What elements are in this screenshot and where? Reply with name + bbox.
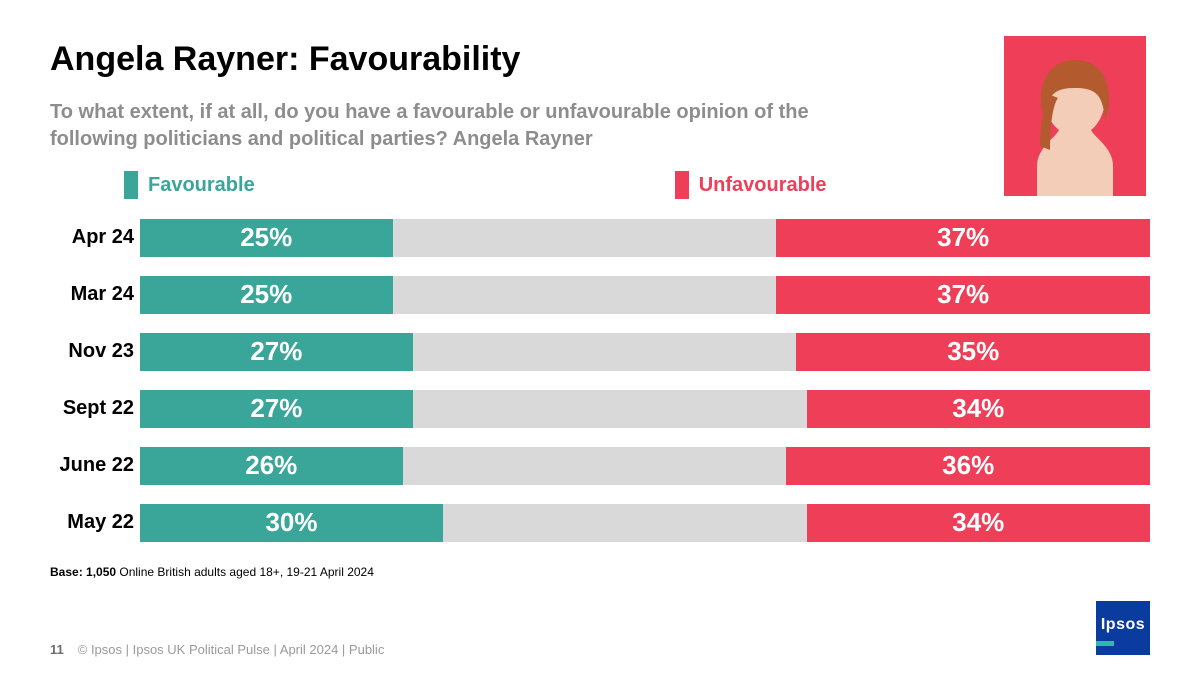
neutral-segment <box>393 219 777 257</box>
unfavourable-segment: 34% <box>807 504 1150 542</box>
chart-title: Angela Rayner: Favourability <box>50 40 1150 79</box>
chart-row: Nov 2327% 35% <box>50 323 1150 380</box>
legend-favourable: Favourable <box>124 171 255 199</box>
legend-unfavourable-label: Unfavourable <box>699 174 827 197</box>
base-rest: Online British adults aged 18+, 19-21 Ap… <box>116 565 374 579</box>
bar-chart: Apr 2425%37%Mar 2425%37%Nov 2327%35%Sept… <box>50 209 1150 551</box>
chart-subtitle: To what extent, if at all, do you have a… <box>50 99 890 153</box>
unfavourable-segment: 34% <box>807 390 1150 428</box>
favourable-segment: 27% <box>140 390 413 428</box>
neutral-segment <box>413 390 807 428</box>
bar-track: 26% 36% <box>140 447 1150 485</box>
bar-track: 25% 37% <box>140 276 1150 314</box>
page-number: 11 <box>50 642 64 657</box>
row-label: Sept 22 <box>50 397 140 420</box>
favourable-segment: 26% <box>140 447 403 485</box>
neutral-segment <box>403 447 787 485</box>
footer: 11 © Ipsos | Ipsos UK Political Pulse | … <box>50 642 384 657</box>
neutral-segment <box>443 504 807 542</box>
chart-row: May 2230% 34% <box>50 494 1150 551</box>
bar-track: 27% 34% <box>140 390 1150 428</box>
footer-text: © Ipsos | Ipsos UK Political Pulse | Apr… <box>78 642 385 657</box>
favourable-segment: 27% <box>140 333 413 371</box>
legend-unfavourable: Unfavourable <box>675 171 827 199</box>
unfavourable-segment: 36% <box>786 447 1150 485</box>
bar-track: 27% 35% <box>140 333 1150 371</box>
neutral-segment <box>393 276 777 314</box>
chart-row: Sept 2227% 34% <box>50 380 1150 437</box>
bar-track: 25% 37% <box>140 219 1150 257</box>
logo-stripes <box>1096 641 1150 646</box>
chart-row: Apr 2425% 37% <box>50 209 1150 266</box>
bar-track: 30% 34% <box>140 504 1150 542</box>
chart-row: Mar 2425% 37% <box>50 266 1150 323</box>
subject-photo <box>1004 36 1146 196</box>
person-silhouette-icon <box>1004 36 1146 196</box>
favourable-segment: 30% <box>140 504 443 542</box>
legend-favourable-label: Favourable <box>148 174 255 197</box>
row-label: Apr 24 <box>50 226 140 249</box>
legend-favourable-swatch <box>124 171 138 199</box>
neutral-segment <box>413 333 797 371</box>
row-label: June 22 <box>50 454 140 477</box>
row-label: Nov 23 <box>50 340 140 363</box>
ipsos-logo: Ipsos <box>1096 601 1150 655</box>
legend-unfavourable-swatch <box>675 171 689 199</box>
base-prefix: Base: 1,050 <box>50 565 116 579</box>
base-note: Base: 1,050 Online British adults aged 1… <box>50 565 1150 579</box>
row-label: Mar 24 <box>50 283 140 306</box>
favourable-segment: 25% <box>140 219 393 257</box>
unfavourable-segment: 35% <box>796 333 1150 371</box>
legend: Favourable Unfavourable <box>124 171 1150 199</box>
chart-row: June 2226% 36% <box>50 437 1150 494</box>
favourable-segment: 25% <box>140 276 393 314</box>
row-label: May 22 <box>50 511 140 534</box>
slide: Angela Rayner: Favourability To what ext… <box>0 0 1200 675</box>
unfavourable-segment: 37% <box>776 219 1150 257</box>
logo-text: Ipsos <box>1101 616 1145 634</box>
unfavourable-segment: 37% <box>776 276 1150 314</box>
